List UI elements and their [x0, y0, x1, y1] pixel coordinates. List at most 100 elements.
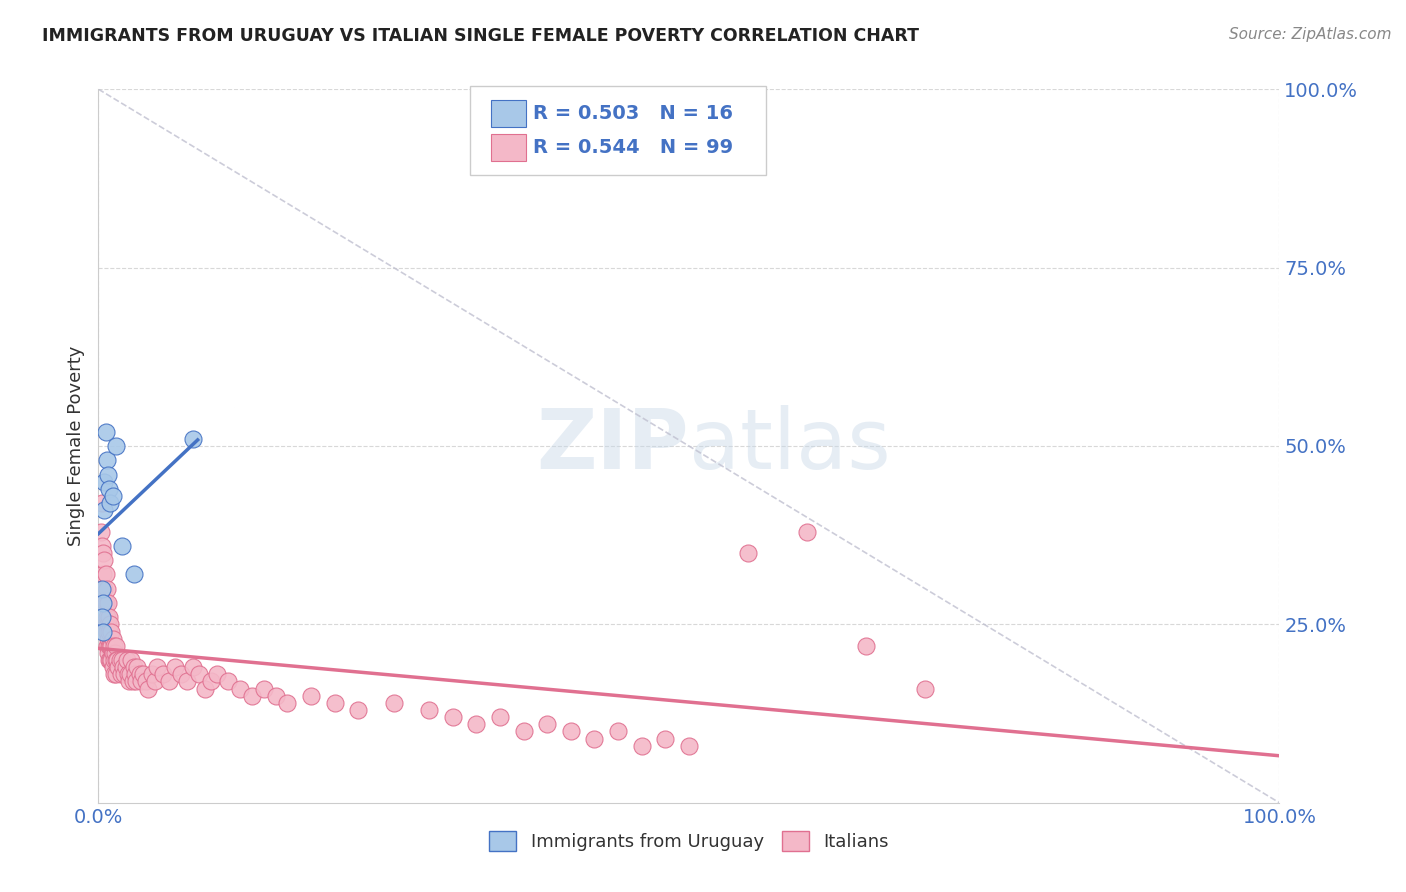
Point	[98, 653, 121, 667]
FancyBboxPatch shape	[491, 134, 526, 161]
Point	[91, 582, 114, 596]
Point	[143, 674, 166, 689]
Point	[111, 539, 134, 553]
Point	[98, 639, 121, 653]
Point	[382, 696, 405, 710]
FancyBboxPatch shape	[491, 100, 526, 127]
Text: atlas: atlas	[689, 406, 890, 486]
Point	[101, 660, 124, 674]
Point	[240, 689, 263, 703]
Point	[91, 539, 114, 553]
Point	[170, 667, 193, 681]
Point	[418, 703, 440, 717]
Point	[122, 660, 145, 674]
Point	[654, 731, 676, 746]
Point	[560, 724, 582, 739]
Point	[181, 432, 204, 446]
Point	[323, 696, 346, 710]
Point	[101, 489, 124, 503]
Point	[98, 639, 121, 653]
Point	[91, 567, 114, 582]
Point	[111, 653, 134, 667]
Point	[536, 717, 558, 731]
FancyBboxPatch shape	[471, 86, 766, 175]
Point	[105, 439, 128, 453]
Point	[489, 710, 512, 724]
Point	[103, 639, 125, 653]
Point	[136, 681, 159, 696]
Point	[96, 582, 118, 596]
Point	[103, 667, 125, 681]
Point	[100, 653, 122, 667]
Point	[146, 660, 169, 674]
Point	[127, 660, 149, 674]
Point	[115, 653, 138, 667]
Point	[91, 546, 114, 560]
Point	[157, 674, 180, 689]
Text: ZIP: ZIP	[537, 406, 689, 486]
Point	[128, 667, 150, 681]
Point	[141, 667, 163, 681]
Point	[97, 632, 120, 646]
Point	[253, 681, 276, 696]
Point	[107, 660, 129, 674]
Point	[583, 731, 606, 746]
Point	[100, 624, 122, 639]
Point	[264, 689, 287, 703]
Point	[98, 624, 121, 639]
Point	[112, 667, 135, 681]
Point	[105, 639, 128, 653]
Point	[607, 724, 630, 739]
Point	[93, 475, 115, 489]
Point	[796, 524, 818, 539]
Point	[98, 653, 121, 667]
Point	[630, 739, 652, 753]
Point	[176, 674, 198, 689]
Point	[91, 496, 114, 510]
Point	[97, 646, 120, 660]
Point	[914, 681, 936, 696]
Point	[96, 624, 118, 639]
Point	[181, 660, 204, 674]
Point	[118, 674, 141, 689]
Point	[276, 696, 298, 710]
Point	[512, 724, 534, 739]
Point	[97, 596, 120, 610]
Point	[108, 653, 131, 667]
Point	[98, 496, 121, 510]
Point	[93, 582, 115, 596]
Point	[91, 596, 114, 610]
Point	[200, 674, 222, 689]
Point	[93, 503, 115, 517]
Point	[125, 674, 148, 689]
Point	[98, 610, 121, 624]
Text: R = 0.503   N = 16: R = 0.503 N = 16	[533, 104, 733, 123]
Point	[105, 653, 128, 667]
Point	[105, 653, 128, 667]
Point	[205, 667, 228, 681]
Point	[93, 553, 115, 567]
Point	[101, 632, 124, 646]
Point	[441, 710, 464, 724]
Point	[124, 667, 146, 681]
Point	[112, 660, 135, 674]
Point	[97, 617, 120, 632]
Point	[94, 425, 117, 439]
Point	[90, 524, 112, 539]
Point	[135, 674, 157, 689]
Point	[121, 674, 143, 689]
Point	[103, 653, 125, 667]
Point	[121, 653, 143, 667]
Point	[96, 639, 118, 653]
Point	[100, 639, 122, 653]
Point	[122, 567, 145, 582]
Point	[110, 667, 132, 681]
Point	[98, 482, 121, 496]
Point	[114, 660, 136, 674]
Text: IMMIGRANTS FROM URUGUAY VS ITALIAN SINGLE FEMALE POVERTY CORRELATION CHART: IMMIGRANTS FROM URUGUAY VS ITALIAN SINGL…	[42, 27, 920, 45]
Point	[132, 667, 155, 681]
Point	[187, 667, 209, 681]
Point	[94, 567, 117, 582]
Point	[91, 610, 114, 624]
Point	[678, 739, 700, 753]
